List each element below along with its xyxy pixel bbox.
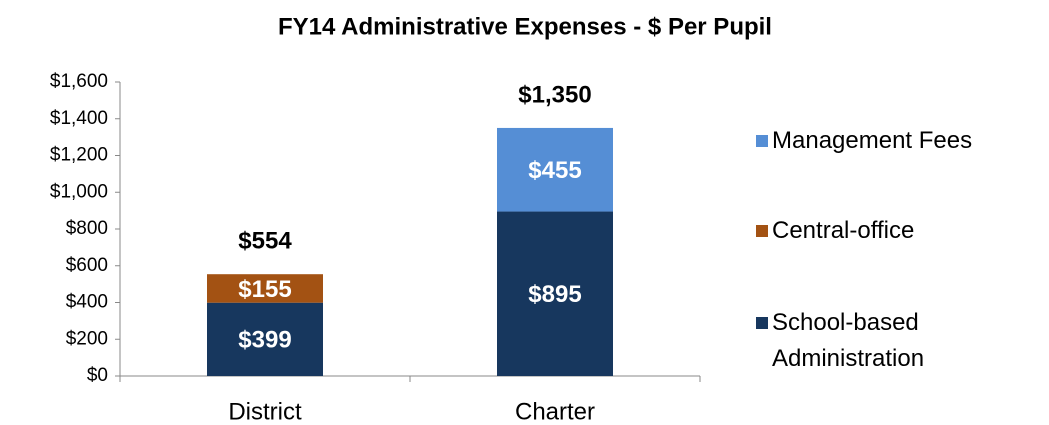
y-tick-label: $0 (87, 365, 108, 386)
y-tick-label: $1,600 (50, 71, 108, 92)
y-tick-label: $200 (66, 328, 108, 349)
legend-swatch (756, 317, 768, 329)
legend-label: School-based Administration (772, 309, 925, 372)
legend-item: Management Fees (756, 123, 992, 159)
y-tick-label: $1,200 (50, 145, 108, 166)
bar-segment (207, 302, 323, 376)
legend-swatch (756, 135, 768, 147)
bar-segment (497, 211, 613, 376)
chart-title: FY14 Administrative Expenses - $ Per Pup… (278, 13, 772, 40)
value-label: $155 (238, 276, 291, 303)
x-tick-label: District (228, 398, 302, 425)
y-tick-label: $1,000 (50, 181, 108, 202)
value-label: $455 (528, 157, 581, 184)
value-label: $399 (238, 327, 291, 354)
legend-label: Central-office (772, 217, 915, 244)
y-tick-label: $600 (66, 255, 108, 276)
x-tick-label: Charter (515, 398, 595, 425)
legend-label: Management Fees (772, 127, 973, 154)
value-label: $895 (528, 281, 581, 308)
y-tick-label: $1,400 (50, 108, 108, 129)
legend-item: School-based Administration (756, 305, 992, 377)
y-tick-label: $800 (66, 218, 108, 239)
total-label: $554 (238, 228, 292, 255)
legend-item: Central-office (756, 213, 992, 249)
bar-segment (207, 274, 323, 303)
total-label: $1,350 (518, 81, 591, 108)
legend-swatch (756, 225, 768, 237)
y-tick-label: $400 (66, 292, 108, 313)
bar-segment (497, 127, 613, 212)
